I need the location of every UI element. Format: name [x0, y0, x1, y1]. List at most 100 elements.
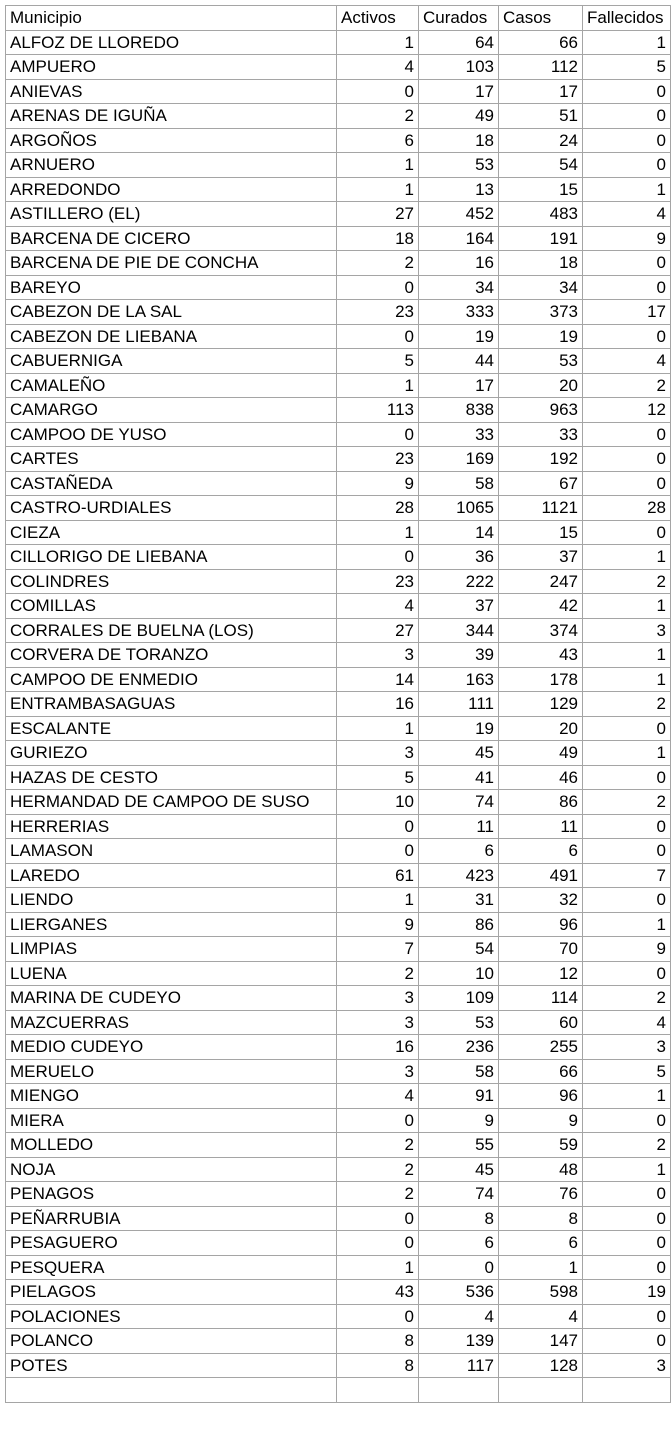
fallecidos-cell: 3: [582, 1034, 671, 1060]
curados-cell: 41: [418, 764, 499, 790]
curados-cell: 4: [418, 1303, 499, 1329]
municipio-cell: ARGOÑOS: [5, 127, 337, 153]
municipio-cell: MIERA: [5, 1107, 337, 1133]
municipio-cell: ARNUERO: [5, 152, 337, 178]
municipio-cell: MOLLEDO: [5, 1132, 337, 1158]
activos-cell: 18: [336, 225, 419, 251]
municipio-cell: ENTRAMBASAGUAS: [5, 691, 337, 717]
fallecidos-cell: 0: [582, 887, 671, 913]
casos-cell: 483: [498, 201, 583, 227]
curados-cell: 333: [418, 299, 499, 325]
casos-cell: 59: [498, 1132, 583, 1158]
curados-cell: 838: [418, 397, 499, 423]
curados-cell: 19: [418, 323, 499, 349]
curados-cell: 34: [418, 274, 499, 300]
fallecidos-cell: 0: [582, 103, 671, 129]
table-row: LIENDO 1 31 32 0: [5, 887, 671, 913]
table-row: ARNUERO 1 53 54 0: [5, 152, 671, 178]
curados-cell: 54: [418, 936, 499, 962]
activos-cell: 16: [336, 1034, 419, 1060]
municipio-cell: CAMPOO DE YUSO: [5, 421, 337, 447]
curados-cell: 86: [418, 911, 499, 937]
municipio-cell: ASTILLERO (EL): [5, 201, 337, 227]
table-row: CABUERNIGA 5 44 53 4: [5, 348, 671, 374]
table-row: MAZCUERRAS 3 53 60 4: [5, 1009, 671, 1035]
header-row: Municipio Activos Curados Casos Fallecidos: [5, 5, 671, 31]
curados-cell: 109: [418, 985, 499, 1011]
casos-cell: 67: [498, 470, 583, 496]
table-row: MEDIO CUDEYO 16 236 255 3: [5, 1034, 671, 1060]
activos-cell: 61: [336, 862, 419, 888]
casos-cell: 6: [498, 1230, 583, 1256]
casos-cell: 20: [498, 715, 583, 741]
fallecidos-cell: 1: [582, 911, 671, 937]
curados-cell: 13: [418, 176, 499, 202]
curados-cell: 45: [418, 1156, 499, 1182]
casos-cell: 54: [498, 152, 583, 178]
municipio-cell: CORVERA DE TORANZO: [5, 642, 337, 668]
activos-cell: 2: [336, 960, 419, 986]
municipio-cell: PENAGOS: [5, 1181, 337, 1207]
casos-cell: 178: [498, 666, 583, 692]
activos-cell: 1: [336, 29, 419, 55]
casos-cell: 255: [498, 1034, 583, 1060]
casos-cell: 15: [498, 176, 583, 202]
curados-cell: 344: [418, 617, 499, 643]
municipio-cell: CABEZON DE LA SAL: [5, 299, 337, 325]
table-row: CORVERA DE TORANZO 3 39 43 1: [5, 642, 671, 668]
table-row-partial: [5, 1377, 671, 1403]
table-row: POLANCO 8 139 147 0: [5, 1328, 671, 1354]
fallecidos-cell: 7: [582, 862, 671, 888]
curados-cell: 44: [418, 348, 499, 374]
activos-cell: 28: [336, 495, 419, 521]
municipio-cell: MAZCUERRAS: [5, 1009, 337, 1035]
fallecidos-cell: 9: [582, 225, 671, 251]
table-row: HERRERIAS 0 11 11 0: [5, 813, 671, 839]
fallecidos-cell: 0: [582, 421, 671, 447]
activos-cell: 1: [336, 1254, 419, 1280]
spreadsheet-area: Municipio Activos Curados Casos Fallecidos A…: [5, 5, 671, 1403]
casos-cell: 86: [498, 789, 583, 815]
activos-cell: 7: [336, 936, 419, 962]
fallecidos-cell: 1: [582, 642, 671, 668]
municipio-cell: CASTRO-URDIALES: [5, 495, 337, 521]
casos-cell: 9: [498, 1107, 583, 1133]
fallecidos-cell: 4: [582, 201, 671, 227]
activos-cell: 0: [336, 1303, 419, 1329]
table-row: ASTILLERO (EL) 27 452 483 4: [5, 201, 671, 227]
casos-cell: 70: [498, 936, 583, 962]
curados-cell: 236: [418, 1034, 499, 1060]
column-header-fallecidos: Fallecidos: [582, 5, 671, 31]
curados-cell: 6: [418, 1230, 499, 1256]
casos-cell: 46: [498, 764, 583, 790]
casos-cell: 24: [498, 127, 583, 153]
table-row: ALFOZ DE LLOREDO 1 64 66 1: [5, 29, 671, 55]
column-header-activos: Activos: [336, 5, 419, 31]
table-row: ARENAS DE IGUÑA 2 49 51 0: [5, 103, 671, 129]
casos-cell: 43: [498, 642, 583, 668]
fallecidos-cell: 1: [582, 29, 671, 55]
municipio-cell: HERMANDAD DE CAMPOO DE SUSO: [5, 789, 337, 815]
table-row: NOJA 2 45 48 1: [5, 1156, 671, 1182]
fallecidos-cell: 0: [582, 323, 671, 349]
activos-cell: 1: [336, 519, 419, 545]
fallecidos-cell: 2: [582, 372, 671, 398]
curados-cell: 39: [418, 642, 499, 668]
fallecidos-cell: 3: [582, 617, 671, 643]
casos-cell: 247: [498, 568, 583, 594]
fallecidos-cell: 1: [582, 544, 671, 570]
casos-cell: 598: [498, 1279, 583, 1305]
curados-cell: 117: [418, 1352, 499, 1378]
casos-cell: 15: [498, 519, 583, 545]
table-row: AMPUERO 4 103 112 5: [5, 54, 671, 80]
fallecidos-cell: 1: [582, 666, 671, 692]
table-row: CAMPOO DE ENMEDIO 14 163 178 1: [5, 666, 671, 692]
table-row: MIERA 0 9 9 0: [5, 1107, 671, 1133]
fallecidos-cell: 28: [582, 495, 671, 521]
table-row: CORRALES DE BUELNA (LOS) 27 344 374 3: [5, 617, 671, 643]
municipio-cell: ALFOZ DE LLOREDO: [5, 29, 337, 55]
activos-cell: 43: [336, 1279, 419, 1305]
activos-cell: 9: [336, 911, 419, 937]
curados-cell: 53: [418, 1009, 499, 1035]
activos-cell: 23: [336, 299, 419, 325]
